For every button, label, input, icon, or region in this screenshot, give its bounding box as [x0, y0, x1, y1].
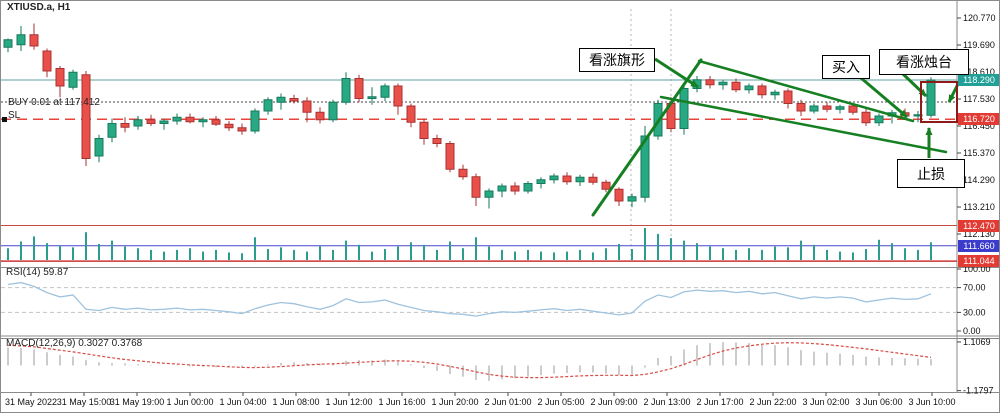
svg-text:-1.1797: -1.1797 — [963, 386, 994, 396]
svg-text:31 May 15:00: 31 May 15:00 — [57, 397, 112, 407]
price-badge-sl: 116.720 — [958, 113, 999, 125]
price-badge-level-111044: 111.044 — [958, 255, 999, 267]
svg-text:30.00: 30.00 — [963, 307, 986, 317]
svg-text:115.370: 115.370 — [963, 148, 995, 158]
svg-text:116.450: 116.450 — [963, 121, 995, 131]
breakout-candle-highlight-box[interactable] — [920, 81, 958, 123]
buy-order-label: BUY 0.01 at 117.412 — [8, 97, 100, 108]
svg-text:1 Jun 08:00: 1 Jun 08:00 — [272, 397, 319, 407]
price-badge-level-112470: 112.470 — [958, 220, 999, 232]
svg-text:3 Jun 10:00: 3 Jun 10:00 — [908, 397, 955, 407]
svg-text:0.00: 0.00 — [963, 326, 981, 336]
annotation-bullish-candle[interactable]: 看涨烛台 — [879, 49, 969, 75]
stop-loss-line-label: SL — [8, 110, 21, 121]
volume-bars — [7, 228, 932, 260]
svg-text:1 Jun 04:00: 1 Jun 04:00 — [219, 397, 266, 407]
annotation-stop-loss[interactable]: 止损 — [897, 159, 965, 188]
svg-text:31 May 19:00: 31 May 19:00 — [110, 397, 165, 407]
svg-text:113.210: 113.210 — [963, 202, 995, 212]
price-axis: 120.770 119.690 118.610 117.530 116.450 115.3… — [957, 13, 996, 396]
period-separators — [630, 9, 672, 260]
annotation-buy[interactable]: 买入 — [822, 55, 870, 79]
sl-line-handle[interactable] — [2, 117, 7, 122]
trend-lines[interactable] — [591, 57, 965, 217]
svg-text:2 Jun 01:00: 2 Jun 01:00 — [484, 397, 531, 407]
svg-text:31 May 2022: 31 May 2022 — [5, 397, 57, 407]
price-badge-ask: 118.290 — [958, 74, 999, 86]
svg-text:114.290: 114.290 — [963, 175, 995, 185]
svg-text:1 Jun 16:00: 1 Jun 16:00 — [378, 397, 425, 407]
svg-text:1 Jun 20:00: 1 Jun 20:00 — [431, 397, 478, 407]
macd-panel — [7, 342, 932, 381]
svg-text:3 Jun 02:00: 3 Jun 02:00 — [802, 397, 849, 407]
candles — [3, 23, 936, 209]
rsi-indicator-label: RSI(14) 59.87 — [6, 267, 69, 278]
svg-text:3 Jun 06:00: 3 Jun 06:00 — [855, 397, 902, 407]
svg-text:2 Jun 09:00: 2 Jun 09:00 — [590, 397, 637, 407]
svg-text:2 Jun 13:00: 2 Jun 13:00 — [643, 397, 690, 407]
svg-text:112.130: 112.130 — [963, 229, 995, 239]
svg-text:100.00: 100.00 — [963, 264, 991, 274]
panel-borders — [1, 1, 999, 393]
svg-text:117.530: 117.530 — [963, 94, 995, 104]
svg-text:2 Jun 22:00: 2 Jun 22:00 — [749, 397, 796, 407]
price-badge-level-111660: 111.660 — [958, 240, 999, 252]
svg-text:1 Jun 00:00: 1 Jun 00:00 — [166, 397, 213, 407]
svg-text:2 Jun 05:00: 2 Jun 05:00 — [537, 397, 584, 407]
macd-indicator-label: MACD(12,26,9) 0.3027 0.3768 — [6, 338, 143, 349]
svg-text:1 Jun 12:00: 1 Jun 12:00 — [325, 397, 372, 407]
symbol-timeframe-label: XTIUSD.a, H1 — [7, 2, 71, 13]
annotation-bullish-flag[interactable]: 看涨旗形 — [579, 48, 655, 72]
svg-text:70.00: 70.00 — [963, 283, 986, 293]
svg-text:120.770: 120.770 — [963, 13, 996, 23]
svg-text:119.690: 119.690 — [963, 40, 995, 50]
horizontal-price-lines — [1, 79, 957, 262]
svg-text:2 Jun 17:00: 2 Jun 17:00 — [696, 397, 743, 407]
svg-text:1.1069: 1.1069 — [963, 337, 991, 347]
svg-text:118.610: 118.610 — [963, 67, 995, 77]
rsi-panel — [1, 281, 957, 317]
